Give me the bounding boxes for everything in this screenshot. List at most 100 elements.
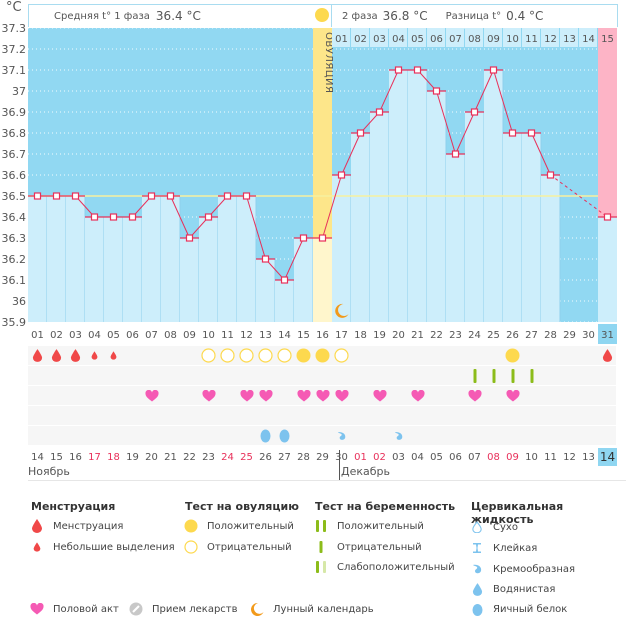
ovulation-test-positive-icon[interactable] — [503, 346, 522, 365]
cycle-day-label: 20 — [392, 330, 405, 341]
egg-white-icon[interactable] — [275, 426, 294, 445]
menstruation-icon[interactable] — [28, 346, 47, 365]
temperature-line — [170, 195, 190, 239]
heart-icon[interactable] — [503, 386, 522, 405]
phase2-day-cell — [446, 28, 464, 47]
phase2-day-label: 15 — [601, 34, 614, 45]
spotting-icon[interactable] — [104, 346, 123, 365]
ovulation-test-negative-icon[interactable] — [237, 346, 256, 365]
y-tick-label: 36.5 — [2, 190, 27, 203]
temperature-point — [185, 234, 194, 242]
temperature-point — [52, 192, 61, 200]
spotting-icon[interactable] — [85, 346, 104, 365]
calendar-date: 14 — [598, 448, 617, 466]
blood-drop-icon — [29, 518, 45, 534]
phase2-day-label: 04 — [392, 34, 405, 45]
legend-item-medication: Прием лекарств — [128, 601, 238, 617]
month-label-december: Декабрь — [341, 465, 390, 478]
legend-item-fluid-creamy: Кремообразная — [469, 561, 575, 577]
cycle-day-label: 03 — [69, 330, 82, 341]
heart-icon[interactable] — [465, 386, 484, 405]
heart-icon[interactable] — [256, 386, 275, 405]
legend-label: Прием лекарств — [152, 603, 238, 615]
month-label-november: Ноябрь — [28, 465, 70, 478]
calendar-date: 05 — [430, 452, 443, 463]
water-drop-icon — [469, 581, 485, 597]
phase2-day-label: 06 — [430, 34, 443, 45]
calendar-date: 29 — [316, 452, 329, 463]
calendar-date: 09 — [506, 452, 519, 463]
temperature-bar — [465, 112, 484, 322]
temperature-bar — [142, 196, 161, 322]
menstruation-icon[interactable] — [66, 346, 85, 365]
ovulation-test-positive-icon[interactable] — [294, 346, 313, 365]
legend-label: Отрицательный — [207, 541, 292, 553]
ovulation-test-negative-icon[interactable] — [332, 346, 351, 365]
heart-icon[interactable] — [370, 386, 389, 405]
heart-icon[interactable] — [294, 386, 313, 405]
temperature-bar — [351, 133, 370, 322]
calendar-date: 24 — [221, 452, 234, 463]
phase2-day-cell — [332, 28, 350, 47]
heart-icon[interactable] — [142, 386, 161, 405]
temperature-point — [375, 108, 384, 116]
pregnancy-test-negative-icon[interactable] — [465, 366, 484, 385]
moon-icon — [249, 601, 265, 617]
menstruation-icon[interactable] — [47, 346, 66, 365]
temperature-bar — [522, 133, 541, 322]
diff-label: Разница t° — [445, 10, 502, 22]
heart-icon[interactable] — [199, 386, 218, 405]
creamy-fluid-icon[interactable] — [332, 426, 351, 445]
pregnancy-test-negative-icon[interactable] — [484, 366, 503, 385]
menstruation-icon[interactable] — [598, 346, 617, 365]
pregnancy-test-negative-icon[interactable] — [522, 366, 541, 385]
phase2-day-cell — [598, 28, 616, 47]
heart-icon[interactable] — [408, 386, 427, 405]
ovulation-test-negative-icon[interactable] — [256, 346, 275, 365]
temperature-bar — [503, 133, 522, 322]
temperature-point — [356, 129, 365, 137]
temperature-bar — [446, 154, 465, 322]
cycle-day-label: 06 — [126, 330, 139, 341]
temperature-point — [546, 171, 555, 179]
cycle-day-label: 11 — [221, 330, 234, 341]
cycle-day-label: 05 — [107, 330, 120, 341]
ovulation-bar — [313, 238, 332, 322]
phase2-day-label: 01 — [335, 34, 348, 45]
temperature-line — [379, 69, 399, 113]
phase2-day-cell — [541, 28, 559, 47]
temperature-bar — [237, 196, 256, 322]
cycle-day-label: 24 — [468, 330, 481, 341]
ovulation-test-negative-icon[interactable] — [275, 346, 294, 365]
temperature-bar — [218, 196, 237, 322]
temperature-point — [451, 150, 460, 158]
ovulation-test-negative-icon[interactable] — [199, 346, 218, 365]
calendar-date: 16 — [69, 452, 82, 463]
heart-icon[interactable] — [313, 386, 332, 405]
temperature-point — [33, 192, 42, 200]
pregnancy-test-negative-icon[interactable] — [503, 366, 522, 385]
calendar-date: 08 — [487, 452, 500, 463]
ovulation-test-positive-icon[interactable] — [313, 346, 332, 365]
temperature-point — [109, 213, 118, 221]
phase2-summary: 2 фаза 36.8 °C Разница t° 0.4 °C — [331, 4, 618, 27]
heart-icon — [29, 601, 45, 617]
legend-item-pregnancy-positive: Положительный — [313, 518, 424, 534]
phase2-day-cell — [522, 28, 540, 47]
ovulation-test-negative-icon[interactable] — [218, 346, 237, 365]
temperature-point — [508, 129, 517, 137]
double-bar-icon — [313, 518, 329, 534]
egg-white-icon[interactable] — [256, 426, 275, 445]
cycle-day-label: 21 — [411, 330, 424, 341]
cycle-day-label: 07 — [145, 330, 158, 341]
heart-icon[interactable] — [332, 386, 351, 405]
creamy-fluid-icon[interactable] — [389, 426, 408, 445]
cycle-day-label: 25 — [487, 330, 500, 341]
heart-icon[interactable] — [237, 386, 256, 405]
phase2-day-label: 13 — [563, 34, 576, 45]
temperature-point — [318, 234, 327, 242]
phase1-value: 36.4 °C — [155, 9, 201, 23]
phase2-day-label: 09 — [487, 34, 500, 45]
y-tick-label: 37 — [12, 85, 26, 98]
temperature-bar — [47, 196, 66, 322]
